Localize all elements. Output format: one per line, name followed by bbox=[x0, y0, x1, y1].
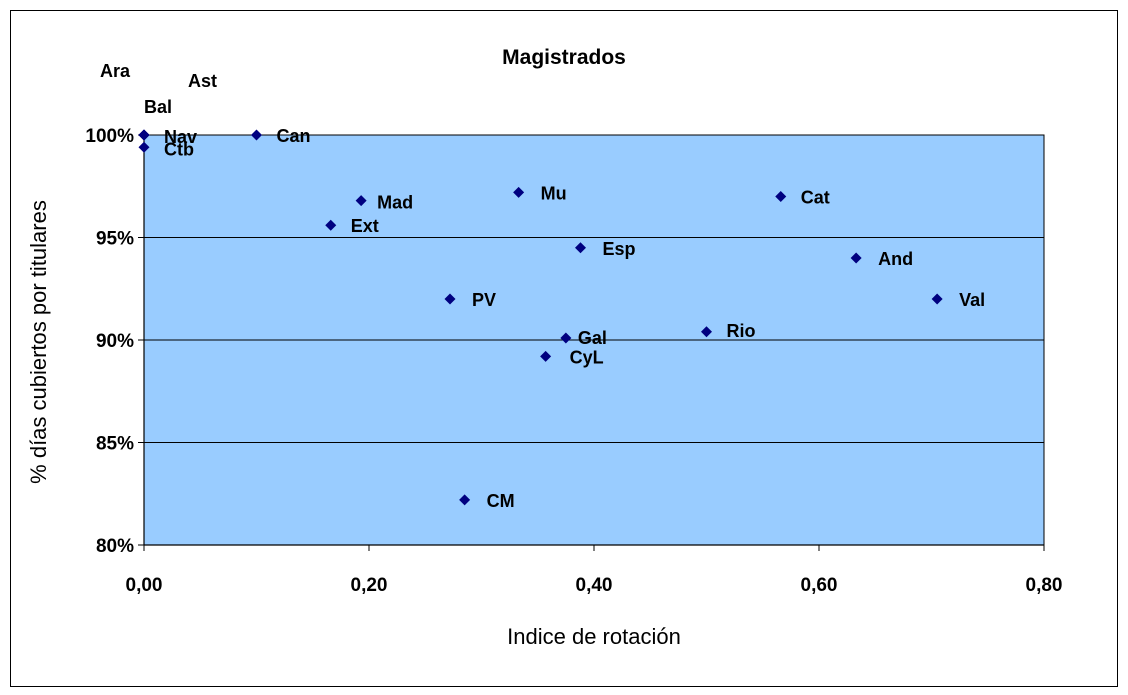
chart-title: Magistrados bbox=[502, 46, 626, 69]
y-tick-label: 85% bbox=[96, 434, 134, 455]
point-label-rio: Rio bbox=[727, 321, 756, 341]
data-point-nav bbox=[138, 129, 150, 141]
x-tick-label: 0,40 bbox=[576, 575, 613, 596]
data-point-mad bbox=[355, 195, 367, 207]
point-label-ast: Ast bbox=[188, 71, 217, 91]
point-label-mu: Mu bbox=[541, 183, 567, 203]
point-label-nav: Nav bbox=[164, 127, 197, 147]
data-point-rio bbox=[701, 326, 712, 338]
data-point-cat bbox=[775, 191, 787, 202]
point-label-esp: Esp bbox=[603, 239, 636, 259]
data-point-ctb bbox=[138, 141, 150, 153]
point-label-pv: PV bbox=[472, 290, 496, 310]
point-label-bal: Bal bbox=[144, 97, 172, 117]
data-point-cyl bbox=[540, 350, 552, 362]
data-point-esp bbox=[575, 242, 586, 254]
point-label-cm: CM bbox=[487, 491, 515, 511]
point-label-can: Can bbox=[277, 126, 311, 146]
y-axis-title: % días cubiertos por titulares bbox=[26, 200, 51, 484]
data-point-mu bbox=[513, 186, 525, 198]
data-point-gal bbox=[560, 332, 572, 344]
data-point-val bbox=[931, 293, 943, 305]
point-label-mad: Mad bbox=[377, 193, 413, 213]
y-tick-label: 90% bbox=[96, 331, 134, 352]
x-tick-label: 0,80 bbox=[1026, 575, 1063, 596]
y-tick-label: 95% bbox=[96, 229, 134, 250]
data-point-pv bbox=[444, 293, 456, 305]
point-label-ara: Ara bbox=[100, 61, 131, 81]
axes bbox=[138, 134, 1045, 551]
x-axis-title: Indice de rotación bbox=[507, 624, 681, 649]
point-label-gal: Gal bbox=[578, 328, 607, 348]
y-tick-label: 80% bbox=[96, 536, 134, 557]
data-point-and bbox=[850, 252, 862, 264]
point-label-ext: Ext bbox=[351, 216, 379, 236]
x-tick-label: 0,20 bbox=[351, 575, 388, 596]
y-tick-label: 100% bbox=[85, 126, 134, 147]
point-label-ctb: Ctb bbox=[164, 139, 194, 159]
x-tick-label: 0,00 bbox=[126, 575, 163, 596]
point-label-val: Val bbox=[959, 290, 985, 310]
point-label-cyl: CyL bbox=[570, 347, 604, 367]
data-point-can bbox=[251, 129, 262, 141]
data-point-cm bbox=[459, 494, 471, 506]
data-point-ext bbox=[325, 219, 337, 231]
y-tick-labels: 80% 85% 90% 95% 100% bbox=[85, 126, 134, 557]
data-points bbox=[138, 129, 943, 506]
x-tick-label: 0,60 bbox=[801, 575, 838, 596]
point-label-cat: Cat bbox=[801, 188, 830, 208]
gridlines bbox=[144, 237, 1044, 443]
x-tick-labels: 0,00 0,20 0,40 0,60 0,80 bbox=[126, 575, 1063, 596]
point-label-and: And bbox=[878, 249, 913, 269]
